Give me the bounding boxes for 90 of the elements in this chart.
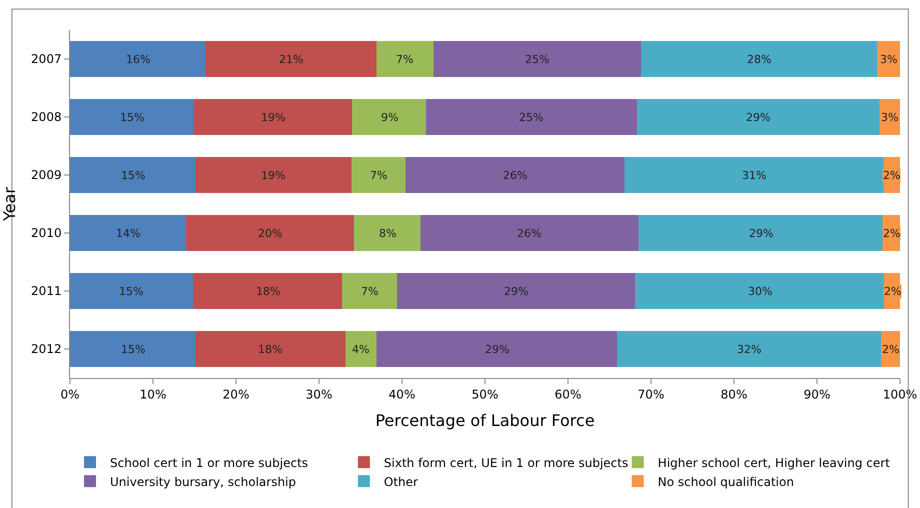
data-label: 2% — [884, 285, 902, 298]
x-axis-title: Percentage of Labour Force — [375, 411, 595, 430]
x-tick-label: 40% — [388, 387, 416, 402]
data-label: 32% — [737, 343, 762, 356]
data-label: 25% — [519, 111, 544, 124]
data-label: 15% — [119, 285, 144, 298]
data-label: 15% — [120, 111, 144, 124]
data-label: 29% — [504, 285, 528, 298]
bar — [70, 273, 193, 309]
data-label: 19% — [261, 169, 286, 182]
y-tick-label: 2011 — [31, 284, 62, 298]
bar — [186, 215, 354, 251]
data-label: 18% — [256, 285, 280, 298]
bar — [616, 331, 881, 367]
y-tick-label: 2009 — [31, 168, 62, 182]
data-label: 31% — [742, 169, 766, 182]
bar — [638, 215, 883, 251]
y-tick-label: 2010 — [31, 226, 62, 240]
data-label: 26% — [517, 227, 542, 240]
bar — [624, 157, 884, 193]
data-label: 25% — [525, 53, 550, 66]
data-label: 28% — [747, 53, 772, 66]
data-label: 3% — [881, 111, 898, 124]
bar — [195, 157, 352, 193]
data-label: 15% — [121, 343, 146, 356]
legend-label: University bursary, scholarship — [110, 474, 296, 489]
data-label: 26% — [503, 169, 528, 182]
y-tick-label: 2007 — [31, 52, 62, 66]
data-label: 29% — [485, 343, 510, 356]
data-label: 4% — [352, 343, 370, 356]
data-label: 19% — [261, 111, 286, 124]
bar — [376, 331, 617, 367]
data-label: 3% — [880, 53, 898, 66]
legend-label: Higher school cert, Higher leaving cert — [658, 456, 890, 470]
bar — [194, 99, 352, 135]
bar — [376, 41, 434, 77]
x-tick-label: 60% — [554, 387, 582, 402]
bar — [205, 41, 376, 77]
x-tick-label: 50% — [472, 387, 498, 402]
bar — [70, 157, 196, 193]
bar — [405, 157, 624, 193]
data-label: 30% — [748, 285, 772, 298]
x-tick-label: 30% — [306, 387, 332, 402]
x-tick-label: 100% — [882, 387, 918, 402]
bar — [351, 157, 406, 193]
bar — [70, 331, 196, 367]
data-label: 7% — [361, 285, 378, 298]
data-label: 7% — [396, 53, 414, 66]
data-label: 16% — [126, 53, 150, 66]
data-label: 2% — [883, 227, 900, 240]
data-label: 15% — [121, 169, 146, 182]
y-tick-label: 2008 — [31, 110, 62, 124]
data-label: 20% — [258, 227, 282, 240]
bar — [70, 99, 194, 135]
legend-label: Other — [384, 474, 418, 489]
bar — [636, 99, 880, 135]
bar — [635, 273, 884, 309]
bar — [354, 215, 420, 251]
x-tick-label: 70% — [638, 387, 664, 402]
x-tick-label: 0% — [60, 387, 80, 402]
bar — [434, 41, 642, 77]
data-label: 2% — [882, 343, 900, 356]
bar — [420, 215, 639, 251]
x-tick-label: 20% — [222, 387, 250, 402]
data-label: 29% — [749, 227, 774, 240]
bar — [70, 215, 186, 251]
data-label: 18% — [258, 343, 282, 356]
legend-label: No school qualification — [658, 474, 794, 489]
y-axis-title: Year — [0, 186, 19, 222]
x-tick-label: 10% — [140, 387, 166, 402]
data-label: 8% — [379, 227, 396, 240]
bar — [342, 273, 398, 309]
x-tick-label: 80% — [720, 387, 748, 402]
bar — [397, 273, 636, 309]
data-label: 21% — [279, 53, 304, 66]
bar — [641, 41, 877, 77]
bar — [352, 99, 426, 135]
y-tick-label: 2012 — [31, 342, 62, 356]
x-tick-label: 90% — [804, 387, 830, 402]
legend-label: School cert in 1 or more subjects — [110, 456, 308, 470]
bar — [195, 331, 346, 367]
data-label: 2% — [883, 169, 900, 182]
bar — [192, 273, 342, 309]
data-label: 9% — [381, 111, 398, 124]
data-label: 7% — [370, 169, 388, 182]
legend-label: Sixth form cert, UE in 1 or more subjects — [384, 456, 628, 470]
data-label: 29% — [746, 111, 770, 124]
bar — [70, 41, 206, 77]
bar — [426, 99, 637, 135]
data-label: 14% — [116, 227, 140, 240]
